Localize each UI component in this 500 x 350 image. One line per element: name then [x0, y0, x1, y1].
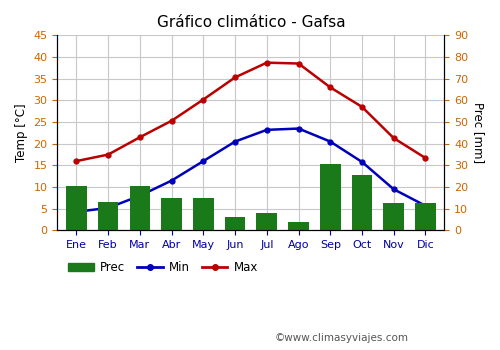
Bar [256, 213, 277, 230]
Bar [225, 217, 246, 230]
Title: Gráfico climático - Gafsa: Gráfico climático - Gafsa [156, 15, 346, 30]
Bar [193, 198, 214, 230]
Bar [352, 175, 372, 230]
Bar [415, 203, 436, 230]
Bar [66, 186, 87, 230]
Text: ©www.climasyviajes.com: ©www.climasyviajes.com [275, 333, 409, 343]
Bar [320, 164, 340, 230]
Y-axis label: Temp [°C]: Temp [°C] [15, 104, 28, 162]
Bar [98, 202, 118, 230]
Y-axis label: Prec [mm]: Prec [mm] [472, 102, 485, 163]
Bar [384, 203, 404, 230]
Bar [162, 198, 182, 230]
Legend: Prec, Min, Max: Prec, Min, Max [64, 257, 262, 279]
Bar [288, 222, 309, 230]
Bar [130, 186, 150, 230]
